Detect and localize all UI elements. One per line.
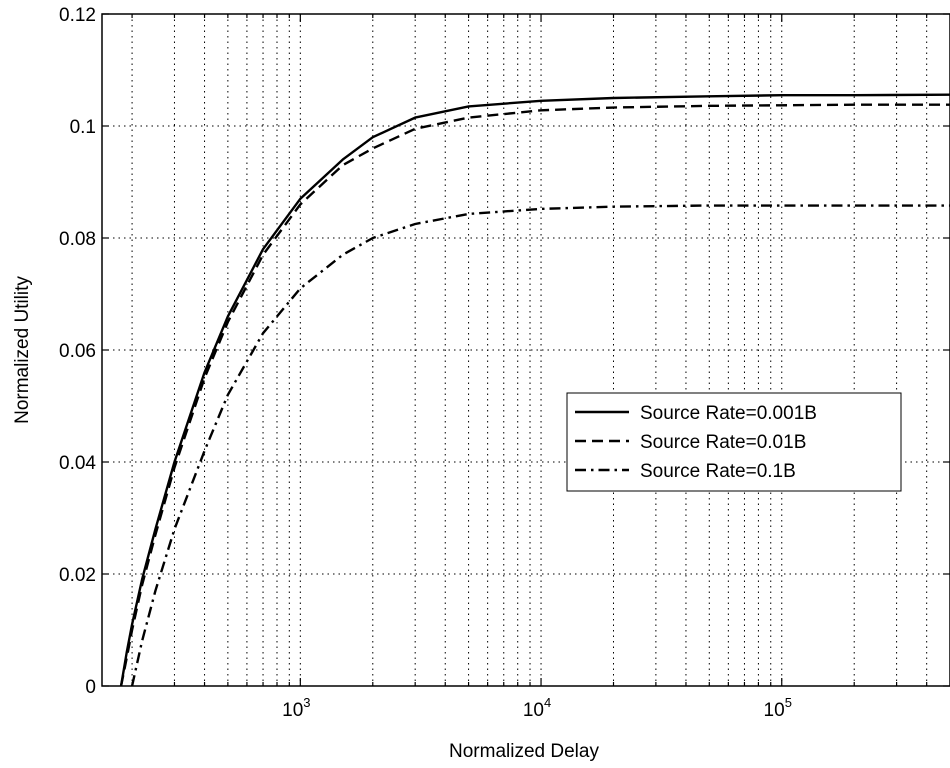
series-line-1 — [119, 93, 950, 687]
legend: Source Rate=0.001B Source Rate=0.01B Sourc… — [566, 392, 902, 492]
series-lines — [119, 93, 950, 687]
x-tick-label: 103 — [282, 695, 310, 721]
y-tick-label: 0.08 — [59, 229, 96, 250]
legend-box — [566, 392, 902, 492]
x-tick-label: 104 — [523, 695, 551, 721]
legend-label-2: Source Rate=0.01B — [640, 432, 806, 453]
y-tick-label: 0 — [85, 677, 96, 698]
series-line-3 — [130, 204, 950, 687]
y-tick-label: 0.02 — [59, 565, 96, 586]
x-tick-label: 105 — [764, 695, 792, 721]
y-tick-label: 0.06 — [59, 341, 96, 362]
y-axis-label: Normalized Utility — [12, 276, 33, 424]
y-tick-label: 0.12 — [59, 5, 96, 26]
axis-ticks: 0 0.02 0.04 0.06 0.08 0.1 0.12 103 104 105 — [59, 5, 950, 721]
legend-label-3: Source Rate=0.1B — [640, 461, 796, 482]
grid — [102, 14, 950, 686]
legend-label-1: Source Rate=0.001B — [640, 403, 817, 424]
x-axis-label: Normalized Delay — [449, 741, 599, 762]
series-line-2 — [119, 103, 950, 687]
y-tick-label: 0.1 — [70, 117, 96, 138]
y-tick-label: 0.04 — [59, 453, 96, 474]
